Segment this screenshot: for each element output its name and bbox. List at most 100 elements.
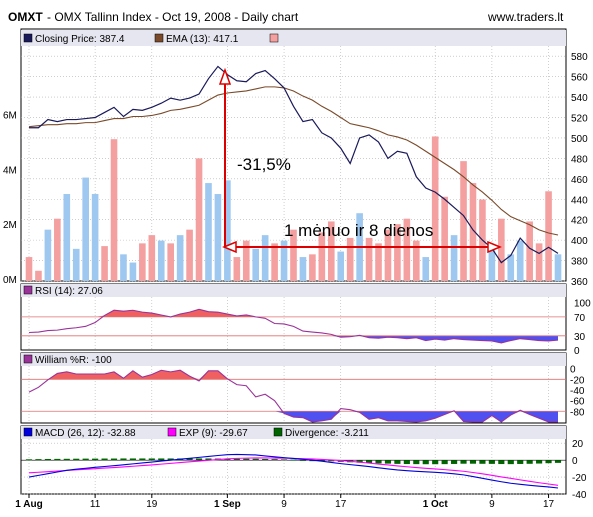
source-link[interactable]: www.traders.lt: [487, 10, 564, 24]
macd-tick-label: 0: [572, 456, 578, 467]
macd-legend-background: [21, 426, 566, 439]
divergence-bar: [479, 460, 486, 464]
divergence-bar: [498, 460, 505, 465]
rsi-line: [28, 308, 559, 344]
x-tick-label: 1 Oct: [423, 499, 449, 510]
x-tick-label: 17: [335, 499, 347, 510]
volume-bar: [157, 240, 165, 281]
divergence-bar: [413, 460, 420, 465]
volume-bar: [327, 221, 335, 281]
volume-bar: [91, 194, 99, 281]
williams-tick-label: -60: [570, 397, 585, 408]
macd-legend: MACD (26, 12): -32.88 EXP (9): -29.67 Di…: [21, 426, 566, 439]
williams-tick-label: -20: [570, 375, 585, 386]
divergence-bar: [375, 460, 382, 464]
divergence-bar: [366, 460, 373, 464]
x-tick-label: 11: [90, 499, 101, 510]
ema-line: [28, 86, 559, 236]
macd-legend-label: MACD (26, 12): -32.88: [35, 428, 136, 439]
volume-bar: [54, 218, 61, 281]
volume-bar: [63, 194, 71, 281]
chart-title: - OMX Tallinn Index - Oct 19, 2008 - Dai…: [47, 10, 299, 24]
volume-bar: [252, 248, 260, 281]
divergence-legend-swatch: [273, 427, 283, 437]
price-tick-label: 360: [571, 277, 588, 288]
divergence-bar: [526, 460, 533, 464]
divergence-legend-label: Divergence: -3.211: [285, 428, 369, 439]
volume-bar: [101, 246, 108, 281]
divergence-bar: [73, 458, 80, 461]
divergence-bar: [441, 460, 448, 465]
volume-bar: [526, 221, 533, 281]
divergence-bar: [488, 460, 495, 464]
volume-bar: [431, 136, 439, 281]
divergence-bar: [44, 458, 51, 461]
volume-bar: [394, 224, 401, 281]
volume-bar: [44, 229, 52, 281]
volume-bar: [290, 229, 297, 281]
volume-bar: [214, 194, 222, 281]
rsi-legend: RSI (14): 27.06: [21, 284, 566, 297]
price-tick-label: 540: [571, 93, 588, 104]
divergence-bar: [328, 460, 335, 462]
volume-bar: [554, 254, 562, 281]
divergence-bar: [148, 458, 155, 461]
divergence-bar: [451, 460, 458, 464]
rsi-tick-label: 30: [574, 332, 586, 343]
divergence-bar: [299, 459, 307, 461]
drop-annotation: -31,5%: [218, 67, 291, 247]
vol-legend-swatch: [269, 33, 279, 43]
volume-bar: [498, 218, 505, 281]
ema-legend-swatch: [154, 33, 164, 43]
volume-bar: [261, 235, 269, 281]
volume-bar: [507, 254, 515, 281]
rsi-tick-label: 100: [574, 299, 591, 310]
volume-bar: [365, 237, 373, 281]
volume-bar: [139, 243, 146, 281]
rsi-tick-label: 0: [574, 346, 580, 357]
divergence-bar: [101, 458, 108, 461]
divergence-bar: [536, 460, 543, 464]
divergence-bar: [233, 458, 240, 461]
duration-arrow-head-left: [222, 240, 237, 254]
close-legend-label: Closing Price: 387.4: [35, 34, 125, 45]
macd-tick-label: 20: [572, 439, 584, 450]
volume-bar: [271, 243, 278, 281]
williams-legend-swatch: [23, 354, 33, 364]
volume-bar: [35, 270, 42, 281]
volume-tick-label: 0M: [3, 275, 17, 286]
price-tick-label: 480: [571, 154, 588, 165]
x-tick-label: 1 Aug: [15, 499, 42, 510]
duration-annotation: 1 mėnuo ir 8 dienos: [222, 221, 502, 254]
divergence-bar: [63, 458, 70, 461]
divergence-bar: [403, 460, 410, 465]
volume-bar: [129, 262, 137, 281]
volume-bar: [337, 251, 345, 281]
drop-percent-label: -31,5%: [237, 155, 291, 174]
divergence-bar: [92, 458, 99, 461]
price-tick-label: 520: [571, 114, 588, 125]
divergence-bar: [167, 458, 174, 461]
exp-legend-label: EXP (9): -29.67: [179, 428, 248, 439]
close-legend-swatch: [23, 33, 33, 43]
volume-bar: [167, 243, 175, 281]
price-tick-label: 580: [571, 52, 588, 63]
exp-legend-swatch: [167, 427, 177, 437]
volume-bar: [469, 183, 477, 281]
macd-line: [28, 453, 559, 489]
rsi-legend-swatch: [23, 285, 33, 295]
volume-bar: [516, 240, 524, 281]
x-tick-label: 9: [281, 499, 287, 510]
divergence-bar: [356, 460, 363, 463]
volume-bar: [148, 235, 156, 281]
divergence-bar: [82, 458, 89, 461]
volume-bar: [186, 229, 193, 281]
volume-bar: [422, 257, 430, 281]
volume-bar: [82, 177, 89, 281]
divergence-bar: [252, 458, 259, 461]
volume-bar: [488, 246, 496, 281]
volume-bar: [233, 257, 241, 281]
divergence-bar: [120, 458, 127, 461]
williams-legend-label: William %R: -100: [35, 355, 112, 366]
